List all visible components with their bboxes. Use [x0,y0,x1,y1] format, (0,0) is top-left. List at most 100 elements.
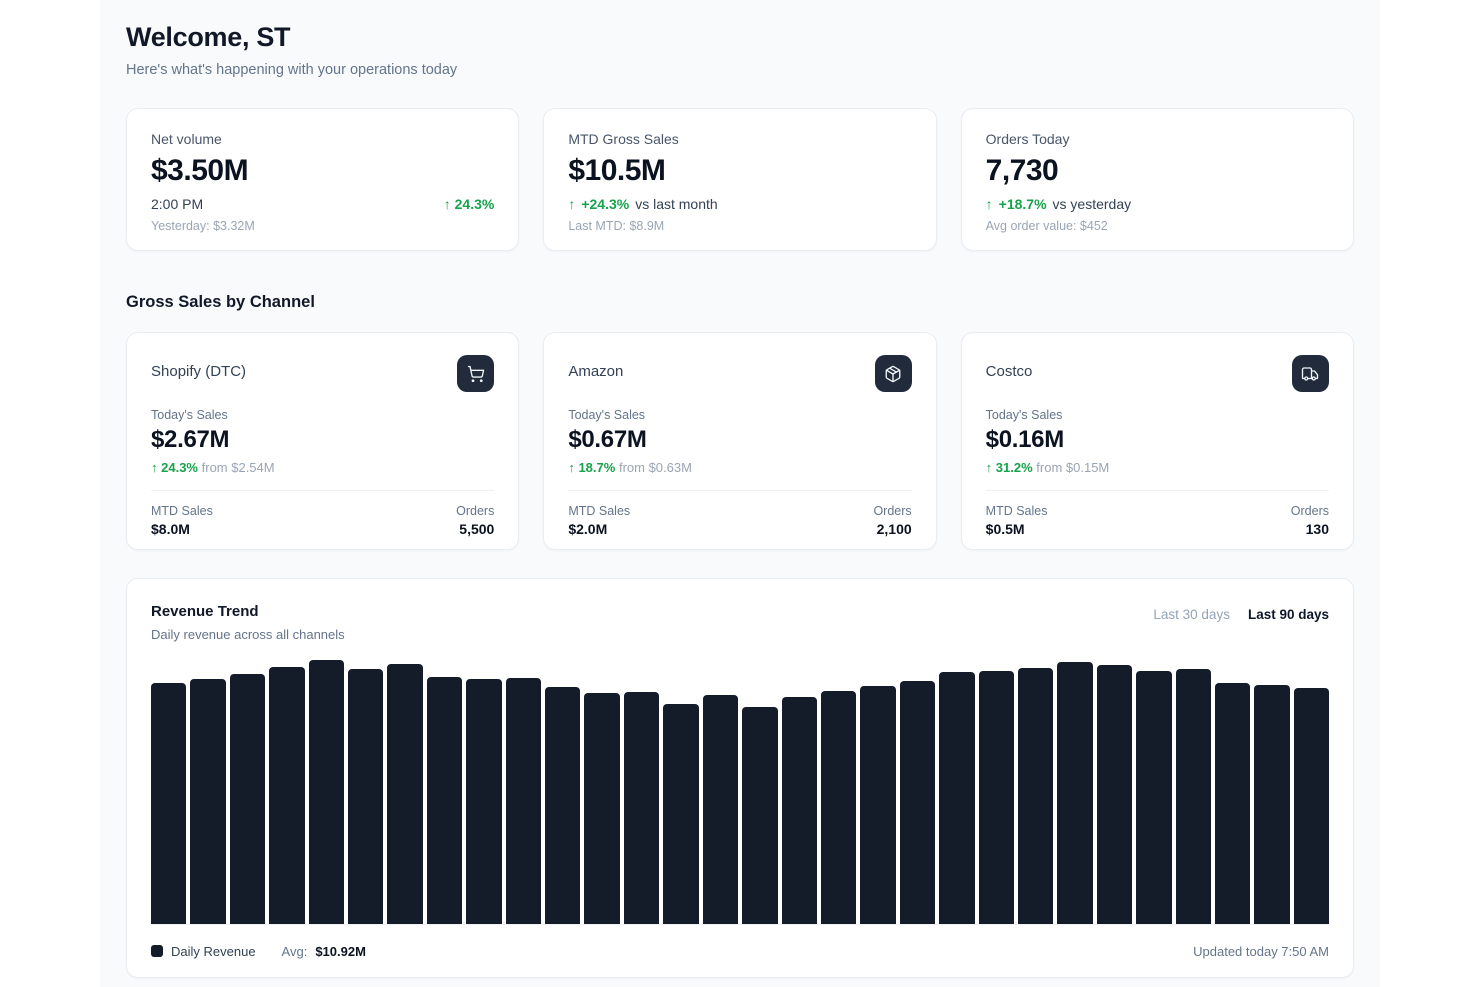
channel-row: Shopify (DTC) Today's Sales $2.67M ↑ 24.… [126,332,1354,550]
revenue-bar[interactable] [939,671,975,924]
up-arrow-icon: ↑ [568,460,575,475]
revenue-bar[interactable] [1214,682,1251,924]
up-arrow-icon: ↑ [985,460,993,475]
channel-name: Costco [985,363,1033,380]
mtd-sales-label: MTD Sales [985,504,1048,518]
channel-change: ↑ 18.7% from $0.63M [568,460,692,475]
page-subtitle: Here's what's happening with your operat… [126,62,458,78]
revenue-bar[interactable] [663,704,699,924]
kpi-change: +18.7% [998,196,1047,212]
mtd-sales-value: $0.5M [985,521,1025,537]
range-option-last-30-days[interactable]: Last 30 days [1153,607,1230,622]
revenue-bar[interactable] [269,667,305,924]
revenue-bar[interactable] [387,663,423,924]
mtd-sales-label: MTD Sales [568,504,631,518]
revenue-bar[interactable] [584,692,620,924]
divider [985,490,1329,491]
revenue-bar[interactable] [1293,688,1330,924]
orders-label: Orders [873,504,912,518]
today-sales-value: $0.67M [568,426,647,453]
channel-card-amazon: Amazon Today's Sales $0.67M ↑ 18.7% from… [543,332,937,550]
up-arrow-icon: ↑ [443,196,451,212]
revenue-trend-card: Revenue Trend Daily revenue across all c… [126,578,1354,978]
kpi-change-context: vs yesterday [1052,196,1132,212]
package-icon [874,355,912,392]
today-sales-value: $0.16M [985,426,1065,453]
revenue-bar[interactable] [820,690,857,924]
orders-label: Orders [456,504,495,518]
kpi-row: Net volume $3.50M 2:00 PM ↑ 24.3% Yester… [126,108,1354,251]
kpi-label: MTD Gross Sales [568,131,679,147]
revenue-bar[interactable] [1017,668,1054,924]
mtd-sales-value: $8.0M [151,521,190,537]
channel-change: ↑ 31.2% from $0.15M [985,460,1110,475]
revenue-bar[interactable] [1136,670,1172,924]
channel-name: Shopify (DTC) [151,363,247,380]
revenue-bar[interactable] [742,707,778,924]
up-arrow-icon: ↑ [568,196,576,212]
revenue-trend-subtitle: Daily revenue across all channels [151,627,345,642]
revenue-trend-title: Revenue Trend [151,603,259,620]
revenue-bar[interactable] [151,682,187,924]
revenue-bar[interactable] [190,679,226,924]
range-option-last-90-days[interactable]: Last 90 days [1247,607,1329,622]
channel-card-costco: Costco Today's Sales $0.16M ↑ 31.2% from… [960,332,1354,550]
section-heading-gross-sales-by-channel: Gross Sales by Channel [126,293,315,311]
kpi-label: Orders Today [985,131,1070,147]
kpi-footnote: Last MTD: $8.9M [568,219,665,233]
kpi-value: $3.50M [151,154,249,187]
kpi-footnote: Avg order value: $452 [985,219,1108,233]
kpi-value: $10.5M [568,154,666,187]
today-sales-label: Today's Sales [151,408,228,422]
orders-value: 5,500 [459,521,495,537]
kpi-change: +24.3% [581,196,630,212]
mtd-sales-label: MTD Sales [151,504,213,518]
page-title: Welcome, ST [126,22,291,52]
shopping-cart-icon [457,355,495,392]
revenue-bar[interactable] [505,678,542,924]
revenue-bar[interactable] [1175,669,1211,924]
revenue-bar[interactable] [860,686,896,924]
today-sales-value: $2.67M [151,426,230,453]
revenue-bar[interactable] [702,695,739,924]
orders-value: 130 [1305,521,1329,537]
updated-timestamp: Updated today 7:50 AM [1193,943,1329,959]
kpi-change-context: vs last month [635,196,718,212]
revenue-bar[interactable] [308,660,345,924]
kpi-card-net-volume: Net volume $3.50M 2:00 PM ↑ 24.3% Yester… [126,108,520,251]
kpi-card-orders-today: Orders Today 7,730 ↑ +18.7% vs yesterday… [960,108,1354,251]
revenue-bar[interactable] [1096,664,1133,924]
truck-icon [1291,355,1329,392]
kpi-value: 7,730 [985,154,1059,187]
revenue-bar[interactable] [978,670,1014,924]
up-arrow-icon: ↑ [985,196,993,212]
range-toggle: Last 30 days Last 90 days [1153,603,1329,622]
mtd-sales-value: $2.0M [568,521,608,537]
revenue-bar[interactable] [899,680,936,924]
channel-change: ↑ 24.3% from $2.54M [151,460,275,475]
channel-card-shopify: Shopify (DTC) Today's Sales $2.67M ↑ 24.… [126,332,520,550]
revenue-bar[interactable] [781,697,817,924]
revenue-bar[interactable] [229,673,266,924]
kpi-footnote: Yesterday: $3.32M [151,219,255,233]
revenue-bar[interactable] [623,691,660,924]
kpi-change: ↑ 24.3% [443,196,495,212]
kpi-time: 2:00 PM [151,196,204,212]
dashboard-page: Welcome, ST Here's what's happening with… [100,0,1380,987]
revenue-bar[interactable] [1057,661,1093,924]
legend-swatch [151,945,163,957]
channel-name: Amazon [568,363,624,380]
kpi-card-mtd-gross-sales: MTD Gross Sales $10.5M ↑ +24.3% vs last … [543,108,937,251]
today-sales-label: Today's Sales [568,408,646,422]
revenue-bar[interactable] [466,679,502,924]
revenue-bar[interactable] [545,687,581,924]
divider [568,490,912,491]
orders-value: 2,100 [876,521,912,537]
kpi-label: Net volume [151,131,222,147]
revenue-bar[interactable] [348,669,384,924]
legend-daily-revenue: Daily Revenue [151,944,256,959]
revenue-bar[interactable] [1254,685,1290,924]
revenue-bar[interactable] [426,677,463,924]
today-sales-label: Today's Sales [985,408,1063,422]
divider [151,490,495,491]
